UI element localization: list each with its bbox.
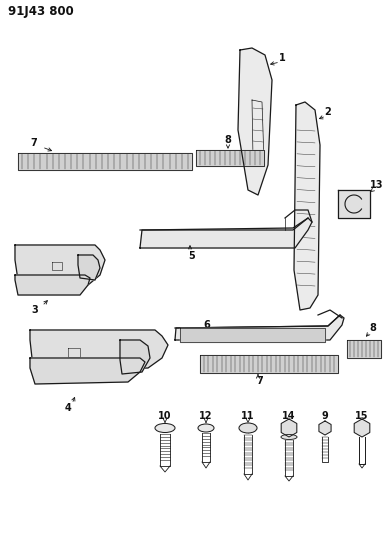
Text: 6: 6 bbox=[203, 320, 211, 330]
Ellipse shape bbox=[198, 424, 214, 432]
Ellipse shape bbox=[239, 423, 257, 433]
Polygon shape bbox=[78, 255, 100, 280]
Text: 12: 12 bbox=[199, 411, 213, 421]
Polygon shape bbox=[15, 245, 105, 285]
Polygon shape bbox=[338, 190, 370, 218]
Text: 13: 13 bbox=[370, 180, 384, 190]
Text: 8: 8 bbox=[225, 135, 231, 145]
Polygon shape bbox=[281, 419, 297, 437]
Text: 5: 5 bbox=[189, 251, 195, 261]
Text: 2: 2 bbox=[325, 107, 331, 117]
Polygon shape bbox=[354, 419, 370, 437]
Polygon shape bbox=[18, 153, 192, 170]
Polygon shape bbox=[175, 315, 344, 340]
Text: 1: 1 bbox=[279, 53, 285, 63]
Polygon shape bbox=[347, 340, 381, 358]
Polygon shape bbox=[238, 48, 272, 195]
Text: 8: 8 bbox=[370, 323, 376, 333]
Text: 91J43 800: 91J43 800 bbox=[8, 5, 74, 19]
Text: 7: 7 bbox=[257, 376, 263, 386]
Polygon shape bbox=[319, 421, 331, 435]
Polygon shape bbox=[200, 355, 338, 373]
Polygon shape bbox=[180, 328, 325, 342]
Text: 14: 14 bbox=[282, 411, 296, 421]
Text: 7: 7 bbox=[31, 138, 37, 148]
Text: 4: 4 bbox=[65, 403, 71, 413]
Ellipse shape bbox=[281, 434, 297, 440]
Text: 9: 9 bbox=[321, 411, 328, 421]
Polygon shape bbox=[140, 218, 312, 248]
Text: 11: 11 bbox=[241, 411, 255, 421]
Polygon shape bbox=[120, 340, 150, 374]
Text: 3: 3 bbox=[32, 305, 38, 315]
Polygon shape bbox=[15, 275, 90, 295]
Text: 15: 15 bbox=[355, 411, 369, 421]
Polygon shape bbox=[294, 102, 320, 310]
Text: 10: 10 bbox=[158, 411, 172, 421]
Polygon shape bbox=[30, 330, 168, 370]
Ellipse shape bbox=[155, 424, 175, 432]
Polygon shape bbox=[30, 358, 145, 384]
Polygon shape bbox=[196, 150, 264, 166]
